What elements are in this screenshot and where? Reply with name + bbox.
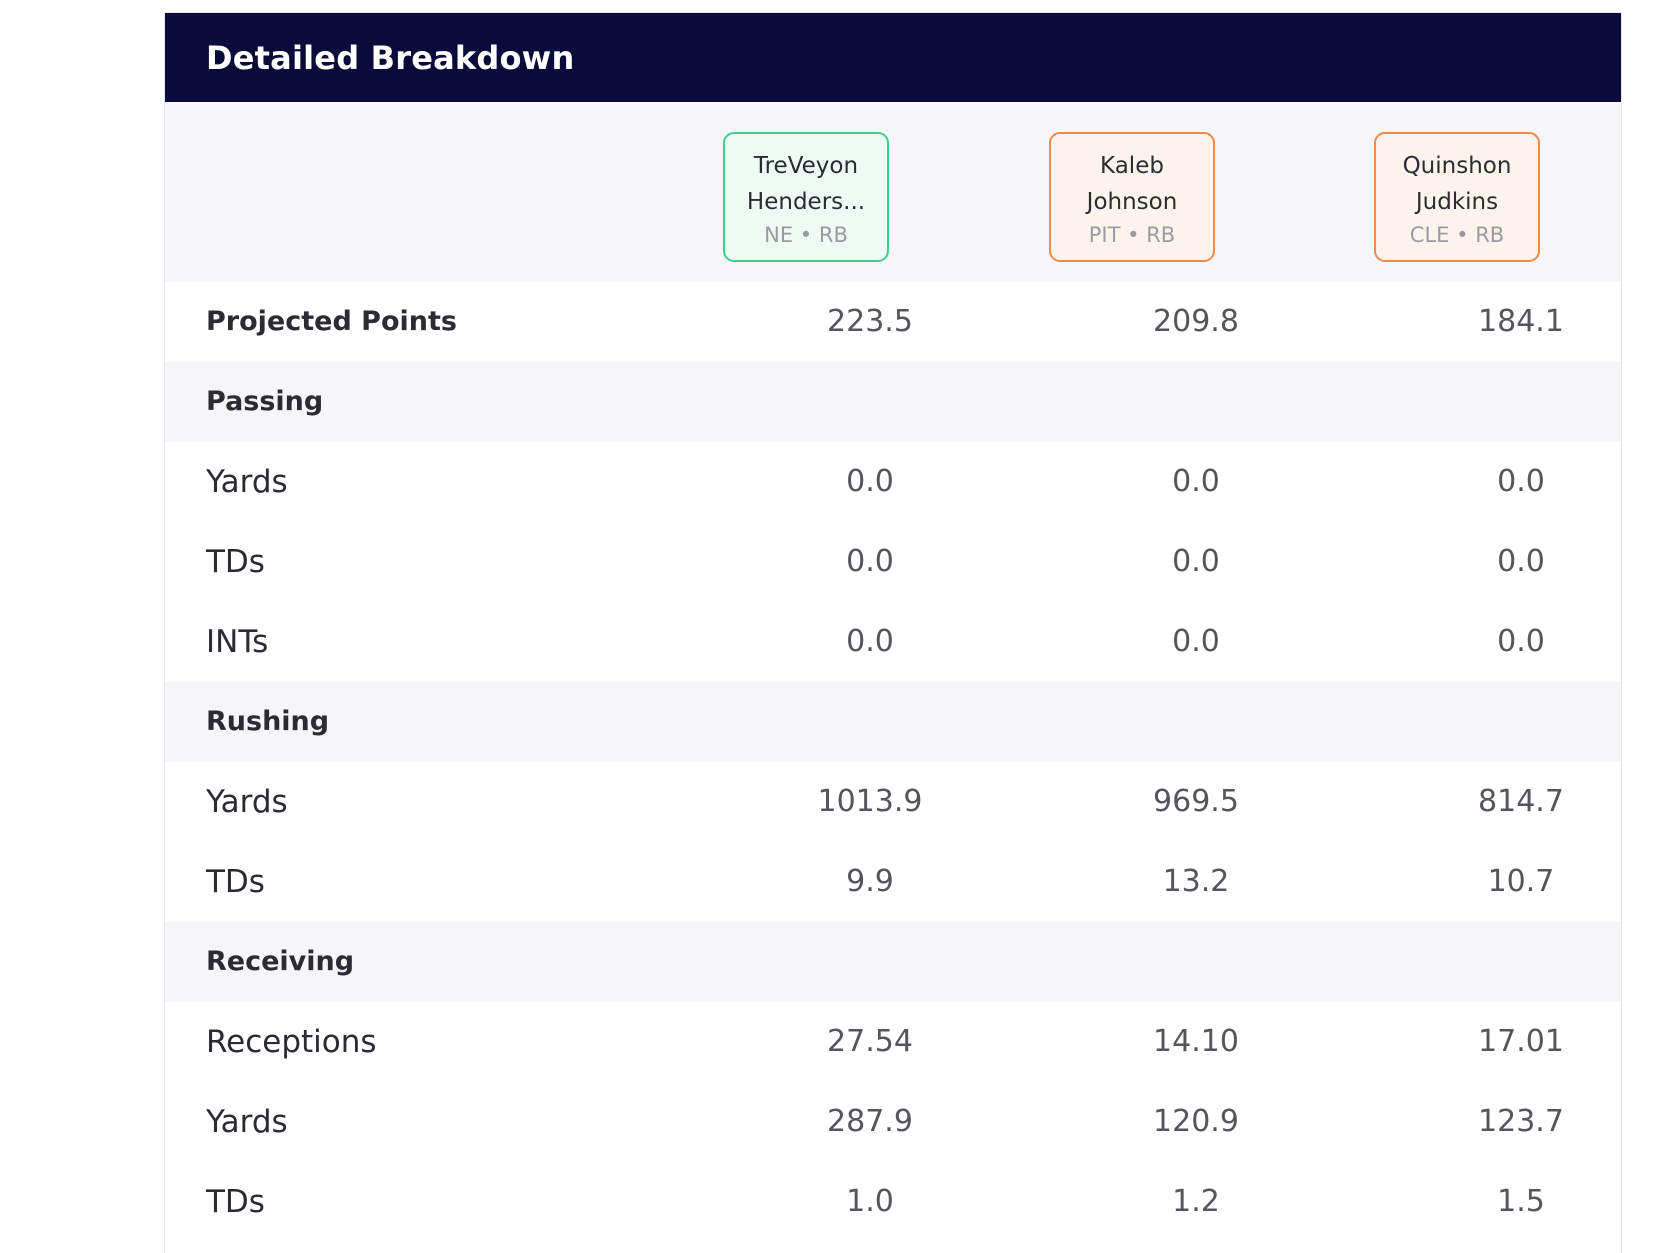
stat-value: 17.01 [1478,1024,1564,1059]
player-card[interactable]: Quinshon Judkins CLE • RB [1374,132,1540,262]
player-meta: CLE • RB [1376,220,1538,250]
player-header-row: TreVeyon Henders... NE • RB Kaleb Johnso… [165,102,1621,282]
stat-value: 209.8 [1153,304,1239,339]
stat-value: 0.0 [1172,544,1220,579]
stat-value: 223.5 [827,304,913,339]
row-label: TDs [206,1184,265,1220]
row-rushing-yards: Yards 1013.9 969.5 814.7 [165,762,1621,842]
stat-value: 10.7 [1487,864,1555,899]
player-meta: PIT • RB [1051,220,1213,250]
player-position: RB [818,223,848,247]
player-team: PIT [1088,223,1121,247]
row-label: TDs [206,544,265,580]
player-position: RB [1146,223,1176,247]
row-passing-tds: TDs 0.0 0.0 0.0 [165,522,1621,602]
row-receptions: Receptions 27.54 14.10 17.01 [165,1002,1621,1082]
stat-value: 0.0 [1172,624,1220,659]
panel-title: Detailed Breakdown [206,38,575,77]
stat-value: 9.9 [846,864,894,899]
row-label: INTs [206,624,269,660]
stat-value: 969.5 [1153,784,1239,819]
player-meta: NE • RB [725,220,887,250]
row-receiving-tds: TDs 1.0 1.2 1.5 [165,1162,1621,1242]
stat-value: 287.9 [827,1104,913,1139]
stat-value: 13.2 [1162,864,1230,899]
stat-value: 1.2 [1172,1184,1220,1219]
section-header-receiving: Receiving [165,922,1621,1002]
player-team: CLE [1409,223,1450,247]
player-card[interactable]: TreVeyon Henders... NE • RB [723,132,889,262]
row-label: Projected Points [206,306,457,337]
stat-value: 0.0 [1497,464,1545,499]
meta-separator: • [1456,223,1469,247]
player-name-last: Johnson [1086,189,1178,215]
stat-value: 814.7 [1478,784,1564,819]
row-passing-ints: INTs 0.0 0.0 0.0 [165,602,1621,682]
player-name-first: Kaleb [1100,153,1164,179]
row-label: TDs [206,864,265,900]
row-label: Yards [206,464,288,500]
stat-value: 0.0 [846,464,894,499]
stat-value: 1.0 [846,1184,894,1219]
row-receiving-yards: Yards 287.9 120.9 123.7 [165,1082,1621,1162]
row-rushing-tds: TDs 9.9 13.2 10.7 [165,842,1621,922]
row-projected-points: Projected Points 223.5 209.8 184.1 [165,282,1621,362]
player-name-last: Judkins [1415,189,1499,215]
stat-value: 0.0 [1497,624,1545,659]
row-label: Receptions [206,1024,377,1060]
section-label: Rushing [206,706,330,737]
stat-value: 0.0 [1497,544,1545,579]
breakdown-panel: Detailed Breakdown TreVeyon Henders... N… [164,12,1622,1253]
player-name-first: TreVeyon [753,153,859,179]
row-label: Yards [206,1104,288,1140]
player-name-first: Quinshon [1402,153,1512,179]
stat-value: 1013.9 [817,784,923,819]
stat-value: 0.0 [846,624,894,659]
player-name-last: Henders... [746,189,866,215]
stat-value: 27.54 [827,1024,913,1059]
player-position: RB [1475,223,1505,247]
stat-value: 14.10 [1153,1024,1239,1059]
section-label: Passing [206,386,324,417]
player-card[interactable]: Kaleb Johnson PIT • RB [1049,132,1215,262]
panel-header: Detailed Breakdown [165,13,1621,102]
stat-value: 0.0 [1172,464,1220,499]
stat-value: 123.7 [1478,1104,1564,1139]
stat-value: 1.5 [1497,1184,1545,1219]
row-passing-yards: Yards 0.0 0.0 0.0 [165,442,1621,522]
section-header-rushing: Rushing [165,682,1621,762]
section-label: Receiving [206,946,355,977]
stat-value: 0.0 [846,544,894,579]
meta-separator: • [799,223,813,247]
section-header-passing: Passing [165,362,1621,442]
row-label: Yards [206,784,288,820]
stat-value: 120.9 [1153,1104,1239,1139]
stat-value: 184.1 [1478,304,1564,339]
player-team: NE [764,223,794,247]
meta-separator: • [1127,223,1140,247]
